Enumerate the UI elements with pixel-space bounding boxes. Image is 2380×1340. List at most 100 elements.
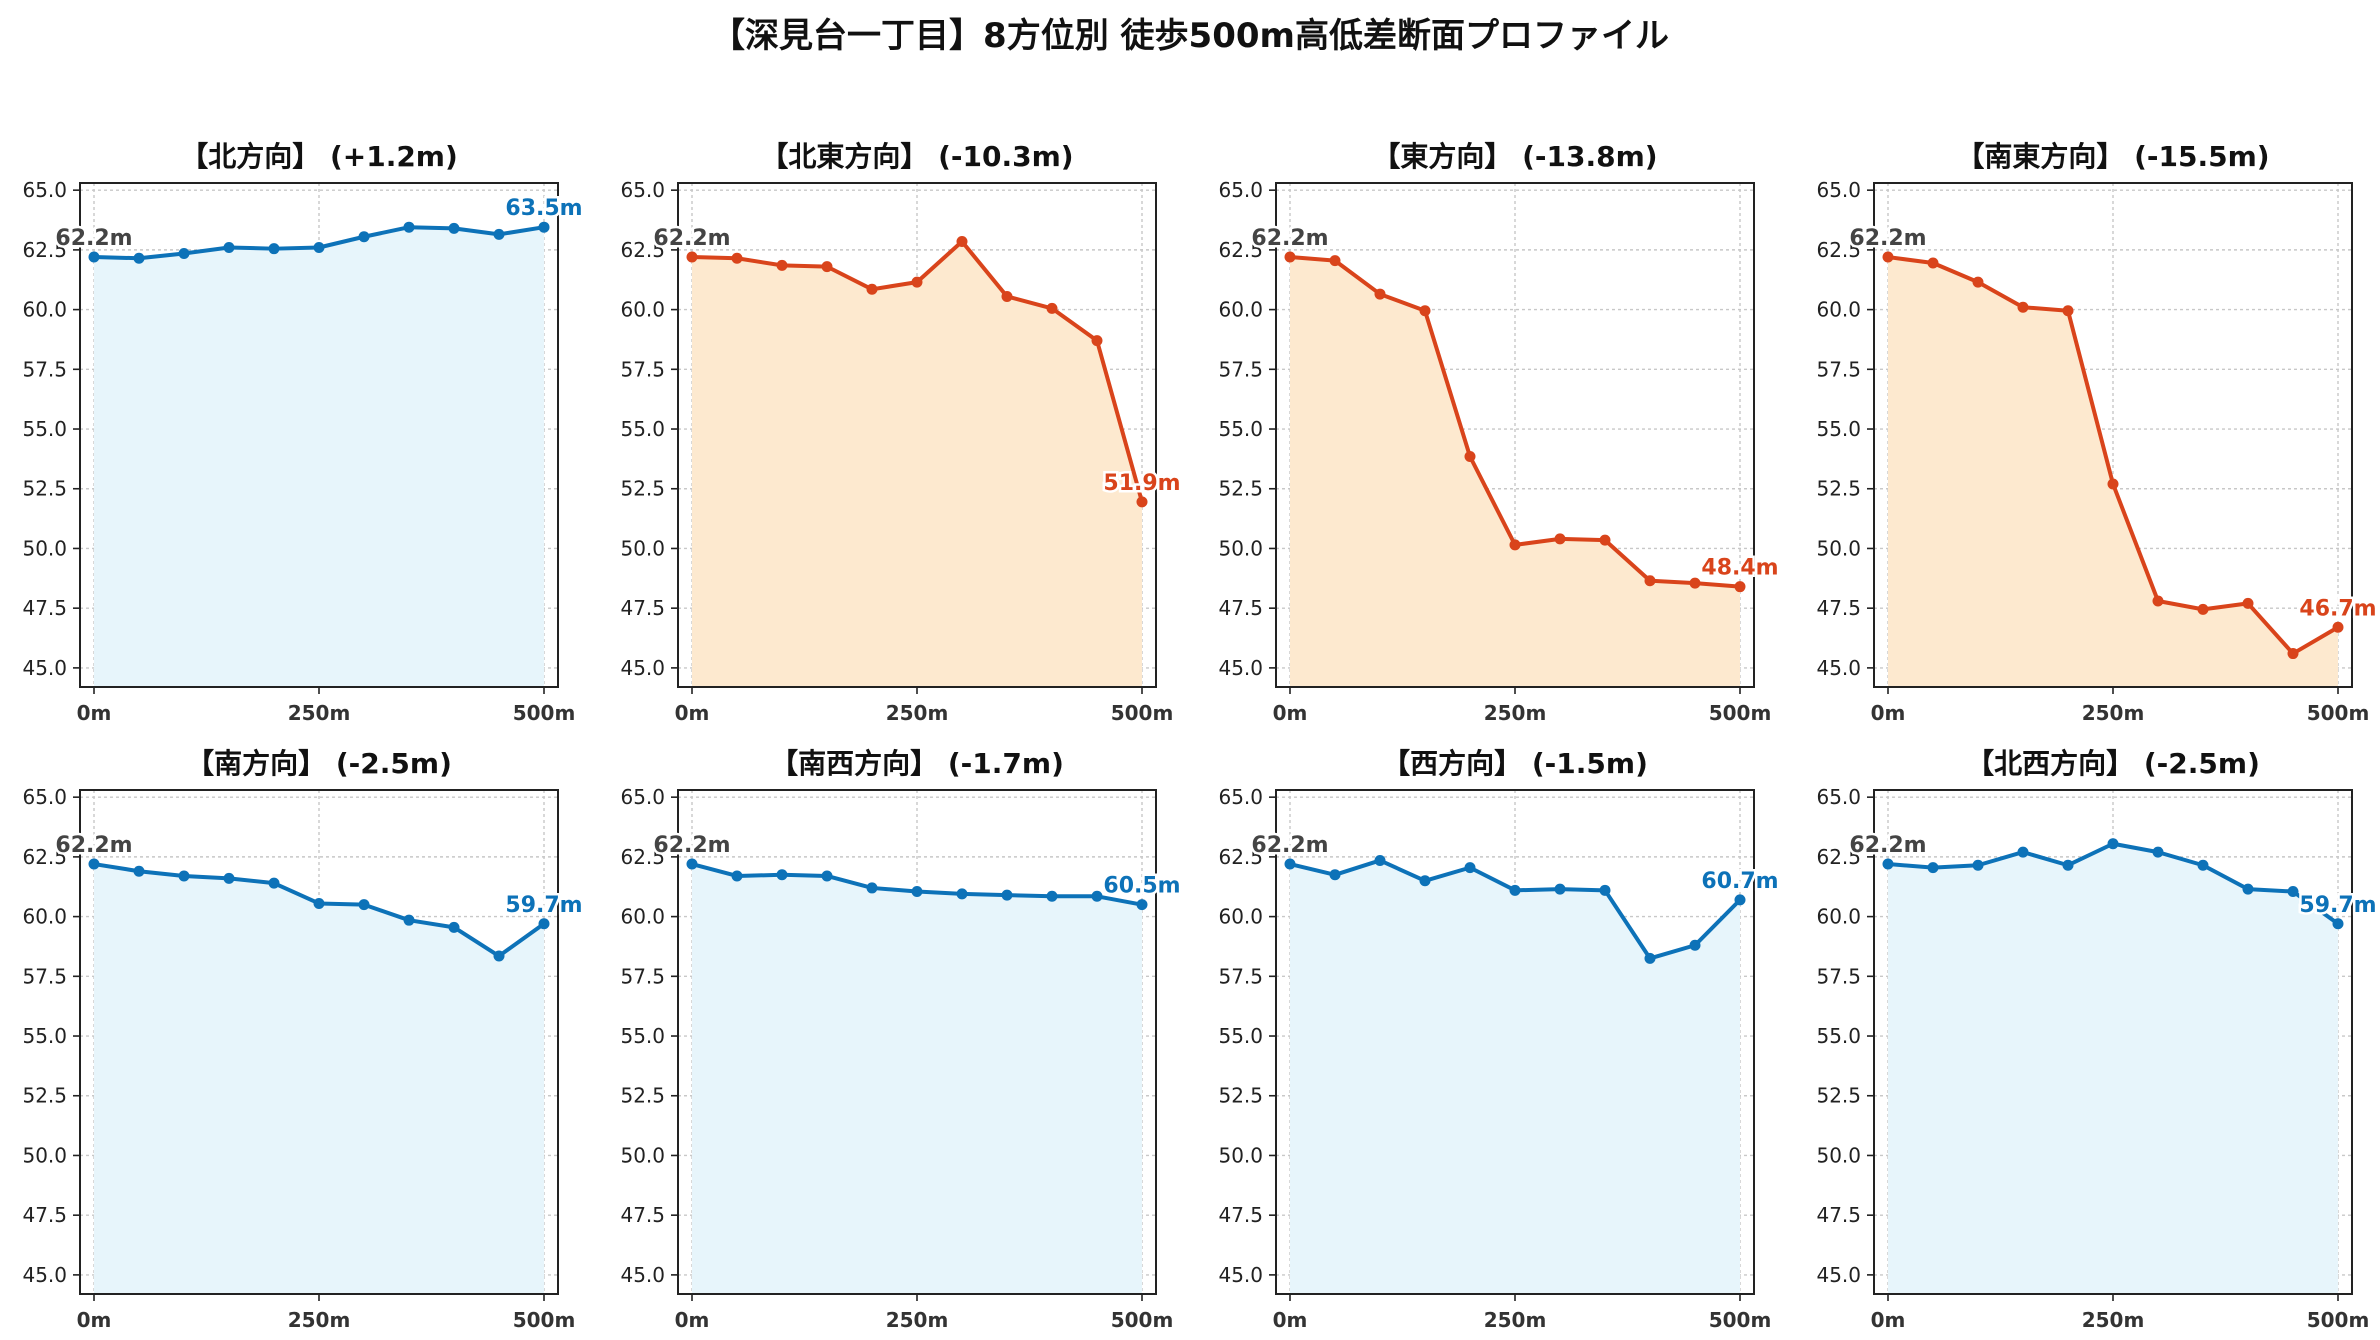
- data-point: [1927, 862, 1939, 874]
- y-tick-label: 62.5: [1816, 845, 1861, 869]
- y-tick-label: 65.0: [1816, 178, 1861, 202]
- y-tick-label: 60.0: [1218, 298, 1263, 322]
- area-fill: [1888, 843, 2338, 1294]
- data-point: [2017, 301, 2029, 313]
- chart-panel-6: 【西方向】 (-1.5m) 65.0 62.5 60.0 57.5 55.0 52.5 50.…: [1218, 747, 1781, 1332]
- y-tick-label: 55.0: [22, 1024, 67, 1048]
- y-tick-label: 50.0: [1218, 536, 1263, 560]
- data-point: [2107, 478, 2119, 490]
- y-tick-label: 57.5: [1218, 357, 1263, 381]
- data-point: [1554, 883, 1566, 895]
- chart-title: 【北西方向】 (-2.5m): [1966, 747, 2260, 780]
- x-tick-label: 250m: [2082, 1308, 2145, 1332]
- y-tick-label: 57.5: [1816, 357, 1861, 381]
- y-tick-label: 45.0: [1218, 656, 1263, 680]
- x-tick-label: 0m: [1273, 701, 1308, 725]
- end-value-label: 60.7m: [1701, 869, 1778, 894]
- data-point: [1927, 257, 1939, 269]
- data-point: [1329, 869, 1341, 881]
- end-value-label: 51.9m: [1103, 471, 1180, 496]
- data-point: [911, 276, 923, 288]
- data-point: [178, 870, 190, 882]
- data-point: [866, 882, 878, 894]
- data-point: [686, 251, 698, 263]
- data-point: [1644, 575, 1656, 587]
- y-tick-label: 60.0: [1218, 905, 1263, 929]
- x-tick-label: 0m: [77, 1308, 112, 1332]
- data-point: [493, 950, 505, 962]
- data-point: [1972, 276, 1984, 288]
- y-tick-label: 65.0: [1218, 178, 1263, 202]
- data-point: [956, 888, 968, 900]
- chart-panel-5: 【南西方向】 (-1.7m) 65.0 62.5 60.0 57.5 55.0 52.5 50…: [620, 747, 1183, 1332]
- data-point: [1091, 335, 1103, 347]
- data-point: [821, 261, 833, 273]
- data-point: [403, 221, 415, 233]
- data-point: [1374, 288, 1386, 300]
- chart-title: 【東方向】 (-13.8m): [1372, 140, 1657, 173]
- area-fill: [1888, 257, 2338, 687]
- data-point: [1509, 884, 1521, 896]
- y-tick-label: 50.0: [1218, 1143, 1263, 1167]
- chart-panel-4: 【南方向】 (-2.5m) 65.0 62.5 60.0 57.5 55.0 52.5 50.…: [22, 747, 585, 1332]
- y-tick-label: 45.0: [1218, 1263, 1263, 1287]
- y-tick-label: 55.0: [1218, 417, 1263, 441]
- x-tick-label: 250m: [886, 701, 949, 725]
- x-tick-label: 250m: [2082, 701, 2145, 725]
- start-value-label: 62.2m: [1849, 833, 1926, 858]
- data-point: [1689, 939, 1701, 951]
- end-value-label: 48.4m: [1701, 556, 1778, 581]
- data-point: [821, 870, 833, 882]
- y-tick-label: 57.5: [1218, 964, 1263, 988]
- start-value-label: 62.2m: [1251, 226, 1328, 251]
- end-value-label: 60.5m: [1103, 874, 1180, 899]
- data-point: [731, 870, 743, 882]
- data-point: [1046, 890, 1058, 902]
- data-point: [911, 886, 923, 898]
- y-tick-label: 47.5: [1218, 1203, 1263, 1227]
- x-tick-label: 500m: [1111, 701, 1174, 725]
- y-tick-label: 50.0: [1816, 1143, 1861, 1167]
- y-tick-label: 55.0: [1816, 417, 1861, 441]
- x-tick-label: 250m: [886, 1308, 949, 1332]
- data-point: [1284, 251, 1296, 263]
- data-point: [2197, 603, 2209, 615]
- y-tick-label: 50.0: [620, 1143, 665, 1167]
- end-value-label: 63.5m: [505, 196, 582, 221]
- x-tick-label: 0m: [1273, 1308, 1308, 1332]
- data-point: [133, 252, 145, 264]
- data-point: [1136, 899, 1148, 911]
- x-tick-label: 500m: [1111, 1308, 1174, 1332]
- start-value-label: 62.2m: [55, 226, 132, 251]
- y-tick-label: 57.5: [22, 964, 67, 988]
- y-tick-label: 45.0: [620, 656, 665, 680]
- y-tick-label: 60.0: [22, 298, 67, 322]
- y-tick-label: 47.5: [1218, 596, 1263, 620]
- x-tick-label: 500m: [2307, 701, 2370, 725]
- start-value-label: 62.2m: [1849, 226, 1926, 251]
- y-tick-label: 50.0: [620, 536, 665, 560]
- data-point: [313, 241, 325, 253]
- x-tick-label: 250m: [1484, 1308, 1547, 1332]
- data-point: [1509, 539, 1521, 551]
- x-tick-label: 500m: [513, 1308, 576, 1332]
- y-tick-label: 60.0: [1816, 905, 1861, 929]
- x-tick-label: 0m: [675, 701, 710, 725]
- y-tick-label: 60.0: [620, 298, 665, 322]
- y-tick-label: 45.0: [1816, 1263, 1861, 1287]
- page-title: 【深見台一丁目】8方位別 徒歩500m高低差断面プロファイル: [711, 16, 1669, 56]
- y-tick-label: 45.0: [22, 1263, 67, 1287]
- x-tick-label: 500m: [513, 701, 576, 725]
- chart-title: 【南東方向】 (-15.5m): [1956, 140, 2269, 173]
- data-point: [88, 251, 100, 263]
- y-tick-label: 62.5: [620, 845, 665, 869]
- y-tick-label: 57.5: [1816, 964, 1861, 988]
- data-point: [1734, 894, 1746, 906]
- data-point: [1419, 875, 1431, 887]
- data-point: [866, 283, 878, 295]
- data-point: [313, 897, 325, 909]
- y-tick-label: 47.5: [22, 596, 67, 620]
- data-point: [88, 858, 100, 870]
- x-tick-label: 250m: [1484, 701, 1547, 725]
